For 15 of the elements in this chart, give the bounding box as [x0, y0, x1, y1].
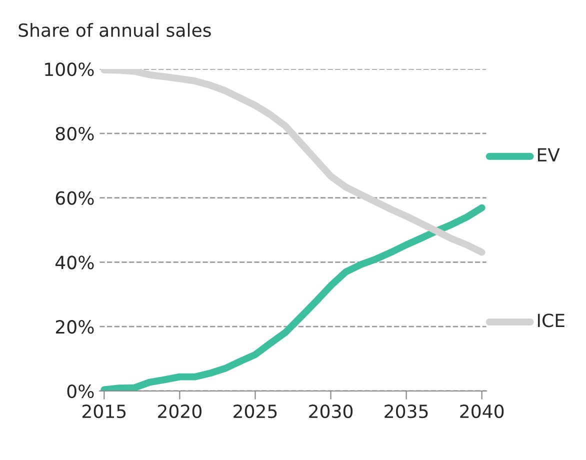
x-tick-label: 2025: [234, 404, 277, 418]
x-tick-label: 2035: [384, 404, 428, 418]
x-tick-label: 2015: [82, 404, 126, 418]
y-tick-label: 60%: [56, 191, 94, 205]
x-tick-label: 2020: [158, 404, 202, 418]
chart-title: Share of annual sales: [18, 23, 211, 37]
y-tick-label: 40%: [56, 256, 94, 270]
y-tick-label: 20%: [56, 320, 94, 334]
y-tick-label: 0%: [67, 384, 94, 398]
legend-label: ICE: [538, 314, 564, 328]
legend-label: EV: [538, 148, 560, 162]
x-tick-label: 2040: [460, 404, 504, 418]
x-tick-label: 2030: [309, 404, 353, 418]
y-tick-label: 80%: [56, 126, 94, 141]
y-tick-label: 100%: [45, 62, 94, 76]
